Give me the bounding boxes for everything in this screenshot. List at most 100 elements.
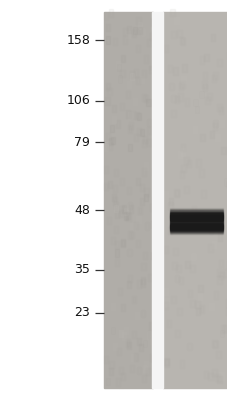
Bar	[169, 209, 222, 210]
Bar	[107, 217, 111, 224]
Bar	[120, 70, 124, 78]
Bar	[169, 214, 222, 215]
Bar	[139, 76, 143, 83]
Bar	[137, 22, 141, 29]
Bar	[202, 84, 206, 92]
Bar	[208, 227, 212, 234]
Bar	[225, 181, 227, 188]
Bar	[125, 31, 129, 38]
Bar	[136, 280, 140, 288]
Bar	[143, 95, 148, 102]
Bar	[195, 159, 200, 166]
Bar	[116, 348, 120, 355]
Bar	[169, 217, 222, 218]
Bar	[207, 175, 211, 182]
Bar	[113, 226, 117, 233]
Bar	[143, 56, 147, 63]
Bar	[179, 37, 184, 44]
Bar	[127, 202, 131, 209]
Bar	[129, 364, 133, 372]
Bar	[150, 221, 154, 228]
Bar	[182, 239, 187, 246]
Bar	[211, 75, 215, 82]
Bar	[183, 157, 188, 164]
Bar	[169, 222, 222, 223]
Bar	[109, 361, 113, 368]
Bar	[124, 205, 128, 212]
Bar	[126, 212, 130, 219]
Bar	[123, 212, 128, 220]
Bar	[105, 98, 109, 105]
Bar	[177, 151, 181, 158]
Bar	[175, 265, 180, 272]
Bar	[167, 226, 172, 234]
Bar	[169, 218, 222, 219]
Bar	[170, 217, 174, 224]
Bar	[141, 168, 145, 176]
Bar	[150, 118, 154, 126]
Bar	[108, 168, 112, 175]
Bar	[104, 144, 108, 151]
Bar	[143, 162, 147, 170]
Bar	[151, 30, 155, 38]
Bar	[122, 332, 126, 340]
Bar	[140, 28, 144, 36]
Bar	[217, 233, 222, 240]
Bar	[113, 198, 117, 205]
Bar	[212, 341, 217, 348]
Bar	[169, 224, 222, 225]
Bar	[179, 171, 184, 178]
Bar	[114, 250, 118, 257]
Bar	[219, 372, 223, 380]
Bar	[111, 327, 115, 334]
Bar	[197, 285, 202, 292]
Bar	[152, 12, 162, 388]
Bar	[197, 293, 201, 300]
Bar	[163, 302, 167, 309]
Bar	[218, 260, 222, 267]
Bar	[126, 342, 131, 349]
Bar	[139, 184, 143, 191]
Bar	[119, 330, 123, 337]
Bar	[138, 344, 142, 351]
Bar	[182, 330, 187, 337]
Bar	[217, 107, 222, 114]
Bar	[103, 183, 107, 190]
Bar	[169, 230, 222, 231]
Bar	[222, 270, 227, 277]
Bar	[127, 281, 131, 288]
Bar	[140, 177, 144, 184]
Bar	[216, 302, 221, 309]
Bar	[114, 169, 118, 176]
Bar	[106, 132, 110, 140]
Bar	[198, 90, 203, 98]
Bar	[111, 237, 115, 244]
Bar	[163, 246, 168, 253]
Bar	[207, 244, 212, 252]
Bar	[149, 336, 153, 344]
Bar	[226, 52, 227, 59]
Bar	[211, 369, 216, 376]
Bar	[142, 140, 146, 147]
Bar	[194, 301, 199, 308]
Bar	[169, 228, 222, 229]
Bar	[169, 225, 222, 226]
Bar	[178, 83, 183, 90]
Bar	[103, 166, 107, 173]
Bar	[147, 127, 151, 134]
Bar	[150, 33, 154, 40]
Bar	[181, 64, 186, 72]
Bar	[167, 65, 172, 72]
Bar	[107, 180, 111, 188]
Bar	[184, 98, 188, 106]
Bar	[213, 292, 217, 299]
Bar	[172, 262, 176, 269]
Bar	[133, 222, 138, 229]
Bar	[169, 223, 222, 224]
Bar	[212, 123, 217, 130]
Bar	[136, 45, 140, 52]
Text: 48: 48	[74, 204, 90, 217]
Bar	[169, 224, 222, 225]
Bar	[117, 336, 121, 343]
Bar	[130, 73, 134, 80]
